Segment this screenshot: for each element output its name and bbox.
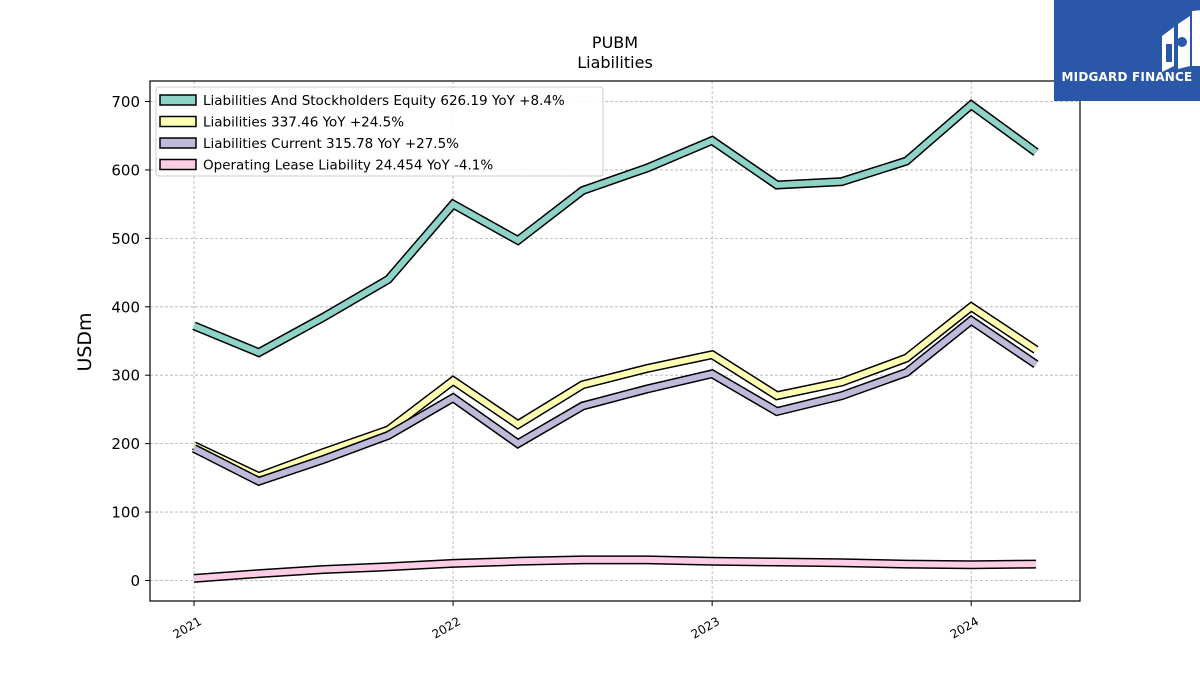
y-tick-label: 700 [111, 93, 140, 111]
legend-box [155, 86, 604, 177]
y-axis-label: USDm [74, 312, 96, 371]
logo-text: MIDGARD FINANCE [1061, 70, 1193, 84]
x-tick-label: 2022 [430, 614, 463, 641]
x-tick-label: 2021 [171, 614, 204, 641]
legend-label: Liabilities And Stockholders Equity 626.… [203, 93, 565, 109]
series-line [193, 556, 1037, 582]
legend-label: Liabilities 337.46 YoY +24.5% [203, 115, 404, 131]
legend-swatch [159, 137, 197, 149]
series-line [192, 316, 1038, 485]
series-liabilities-and-stockholders-equity [192, 99, 1039, 358]
series-liabilities-current [191, 314, 1039, 487]
chart-subtitle: Liabilities [577, 53, 653, 72]
y-tick-label: 100 [111, 504, 140, 522]
legend-swatch [159, 158, 197, 171]
y-tick-label: 300 [111, 367, 140, 385]
y-tick-label: 400 [111, 298, 140, 316]
series-liabilities [192, 301, 1039, 482]
y-tick-label: 500 [111, 230, 140, 248]
logo-mark-icon [1162, 10, 1200, 72]
legend: Liabilities And Stockholders Equity 626.… [155, 86, 604, 177]
legend-label: Liabilities Current 315.78 YoY +27.5% [203, 136, 459, 152]
series-line-outline [191, 314, 1039, 487]
legend-label: Operating Lease Liability 24.454 YoY -4.… [203, 158, 493, 174]
x-tick-label: 2023 [689, 614, 722, 641]
legend-swatch [159, 115, 197, 128]
y-tick-label: 200 [111, 435, 140, 453]
midgard-finance-logo: MIDGARD FINANCE [1054, 0, 1200, 101]
plot-frame [149, 80, 1081, 602]
legend-swatch [159, 94, 197, 106]
chart-title: PUBM [592, 33, 638, 52]
y-tick-label: 600 [111, 161, 140, 179]
x-tick-label: 2024 [948, 614, 981, 641]
series-layer [191, 99, 1039, 583]
y-tick-label: 0 [130, 572, 140, 590]
series-line [192, 101, 1038, 356]
series-operating-lease-liability [193, 555, 1037, 583]
series-line [192, 303, 1038, 480]
